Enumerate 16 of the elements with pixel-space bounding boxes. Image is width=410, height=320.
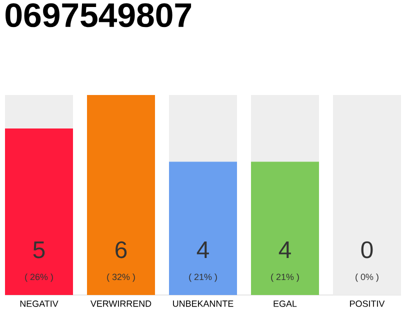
annotation: ( 32% ) xyxy=(107,274,135,282)
x-tick-label: VERWIRREND xyxy=(90,300,152,307)
chart-title: 0697549807 xyxy=(6,3,192,28)
x-tick-label: EGAL xyxy=(274,300,297,307)
x-tick-label: POSITIV xyxy=(350,300,385,307)
data-label: 6 xyxy=(116,241,127,258)
x-tick-label: NEGATIV xyxy=(20,300,58,307)
annotation: ( 21% ) xyxy=(189,274,217,282)
annotation: ( 21% ) xyxy=(271,274,299,282)
data-label: 4 xyxy=(196,242,209,258)
annotation: ( 26% ) xyxy=(25,274,53,282)
data-label: 4 xyxy=(278,242,291,258)
annotation: 0 xyxy=(361,241,373,258)
annotation: ( 0% ) xyxy=(356,274,378,282)
x-tick-label: UNBEKANNTE xyxy=(173,300,234,307)
data-label: 5 xyxy=(33,242,45,258)
